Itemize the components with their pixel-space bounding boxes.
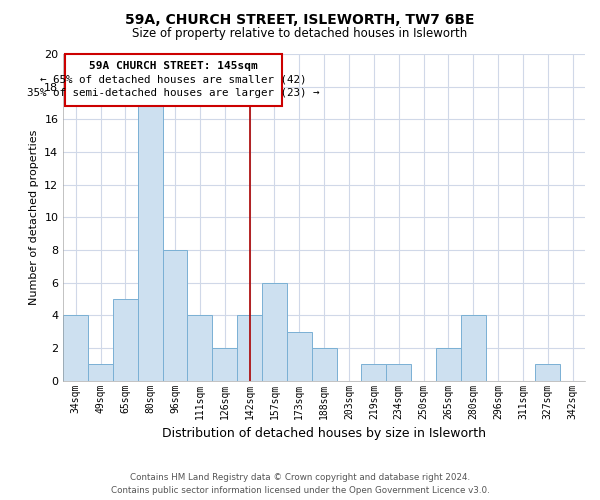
Bar <box>113 299 138 380</box>
Bar <box>63 316 88 380</box>
Bar <box>535 364 560 380</box>
Bar <box>287 332 312 380</box>
Bar <box>88 364 113 380</box>
Text: 35% of semi-detached houses are larger (23) →: 35% of semi-detached houses are larger (… <box>27 88 319 99</box>
Bar <box>163 250 187 380</box>
Y-axis label: Number of detached properties: Number of detached properties <box>29 130 39 305</box>
Text: ← 65% of detached houses are smaller (42): ← 65% of detached houses are smaller (42… <box>40 74 307 85</box>
Bar <box>361 364 386 380</box>
Bar <box>312 348 337 380</box>
Bar <box>237 316 262 380</box>
Bar <box>187 316 212 380</box>
FancyBboxPatch shape <box>65 54 282 106</box>
Text: 59A CHURCH STREET: 145sqm: 59A CHURCH STREET: 145sqm <box>89 60 257 70</box>
X-axis label: Distribution of detached houses by size in Isleworth: Distribution of detached houses by size … <box>162 427 486 440</box>
Bar <box>436 348 461 380</box>
Bar <box>386 364 411 380</box>
Bar <box>138 103 163 380</box>
Text: Contains HM Land Registry data © Crown copyright and database right 2024.
Contai: Contains HM Land Registry data © Crown c… <box>110 473 490 495</box>
Text: 59A, CHURCH STREET, ISLEWORTH, TW7 6BE: 59A, CHURCH STREET, ISLEWORTH, TW7 6BE <box>125 12 475 26</box>
Text: Size of property relative to detached houses in Isleworth: Size of property relative to detached ho… <box>133 28 467 40</box>
Bar <box>262 282 287 380</box>
Bar <box>212 348 237 380</box>
Bar <box>461 316 485 380</box>
